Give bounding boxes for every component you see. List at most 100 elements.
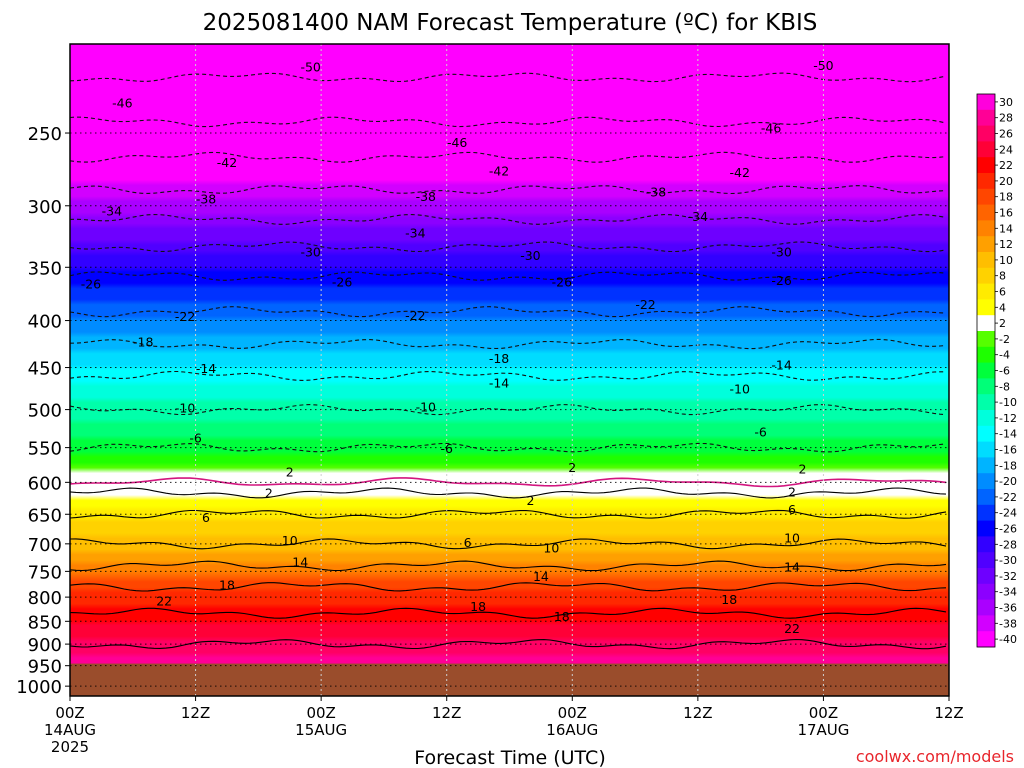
contour-label: -6 bbox=[189, 431, 202, 446]
colorbar-label: -18 bbox=[999, 459, 1017, 472]
colorbar-swatch bbox=[977, 204, 995, 221]
pressure-axis: 2503003504004505005506006507007508008509… bbox=[16, 124, 70, 698]
chart-title: 2025081400 NAM Forecast Temperature (ºC)… bbox=[203, 10, 818, 36]
colorbar: 30 28 26 24 22 20 18 16 14 12 10 8 6 4 2 -2 -4 -6 -8 -10 -12… bbox=[976, 93, 1017, 648]
colorbar-label: -34 bbox=[999, 586, 1017, 599]
colorbar-swatch bbox=[977, 520, 995, 537]
colorbar-label: 24 bbox=[999, 143, 1013, 156]
colorbar-label: -4 bbox=[999, 349, 1010, 362]
contour-label: -22 bbox=[635, 297, 655, 312]
colorbar-label: 4 bbox=[999, 301, 1006, 314]
colorbar-label: -22 bbox=[999, 491, 1017, 504]
colorbar-label: 16 bbox=[999, 207, 1013, 220]
freezing-line bbox=[70, 477, 947, 488]
contour-label: -26 bbox=[332, 274, 352, 289]
contour-labels: -50 -50 -46 -46 -46 -42 -42 -42 -38 -38 -38 -34 -34 -… bbox=[81, 58, 834, 636]
colorbar-swatch bbox=[977, 394, 995, 411]
pressure-tick-label: 700 bbox=[28, 535, 62, 556]
colorbar-swatch bbox=[977, 188, 995, 205]
contour-label: -30 bbox=[771, 245, 791, 260]
contour-label: -10 bbox=[416, 400, 436, 415]
isotherm-2 bbox=[70, 487, 947, 499]
colorbar-swatch bbox=[977, 457, 995, 474]
contour-label: -14 bbox=[489, 376, 509, 391]
contour-label: 10 bbox=[543, 540, 559, 555]
colorbar-swatch bbox=[977, 94, 995, 111]
contour-label: -18 bbox=[133, 334, 153, 349]
colorbar-label: 10 bbox=[999, 254, 1013, 267]
isotherm-18 bbox=[70, 582, 947, 592]
colorbar-label: -14 bbox=[999, 428, 1017, 441]
colorbar-label: -10 bbox=[999, 396, 1017, 409]
colorbar-swatch bbox=[977, 615, 995, 632]
credit-text: coolwx.com/models bbox=[856, 747, 1014, 766]
colorbar-swatch bbox=[977, 141, 995, 158]
contour-label: -22 bbox=[405, 308, 425, 323]
colorbar-swatch bbox=[977, 583, 995, 600]
contour-label: -10 bbox=[175, 400, 195, 415]
contour-label: -46 bbox=[761, 121, 781, 136]
contour-label: -38 bbox=[646, 185, 666, 200]
pressure-tick-label: 350 bbox=[28, 258, 62, 279]
colorbar-label: -12 bbox=[999, 412, 1017, 425]
contour-label: -38 bbox=[416, 189, 436, 204]
colorbar-label: -28 bbox=[999, 538, 1017, 551]
colorbar-label: -2 bbox=[999, 333, 1010, 346]
colorbar-swatch bbox=[977, 236, 995, 253]
contour-label: -50 bbox=[300, 60, 320, 75]
time-gridlines bbox=[195, 44, 824, 696]
colorbar-label: 12 bbox=[999, 238, 1013, 251]
colorbar-swatch bbox=[977, 552, 995, 569]
colorbar-label: -30 bbox=[999, 554, 1017, 567]
contour-label: -6 bbox=[754, 425, 767, 440]
contour-label: -26 bbox=[81, 277, 101, 292]
colorbar-label: -6 bbox=[999, 365, 1010, 378]
colorbar-swatch bbox=[977, 536, 995, 553]
colorbar-swatch bbox=[977, 441, 995, 458]
plot-frame bbox=[69, 43, 950, 697]
contour-label: -6 bbox=[440, 441, 453, 456]
pressure-tick-label: 550 bbox=[28, 439, 62, 460]
colorbar-swatch bbox=[977, 220, 995, 237]
colorbar-swatch bbox=[977, 109, 995, 126]
pressure-tick-label: 400 bbox=[28, 312, 62, 333]
colorbar-label: 6 bbox=[999, 286, 1006, 299]
colorbar-label: 8 bbox=[999, 270, 1006, 283]
colorbar-swatch bbox=[977, 425, 995, 442]
contour-label: -22 bbox=[175, 309, 195, 324]
colorbar-swatch bbox=[977, 346, 995, 363]
isotherm-26 bbox=[70, 638, 947, 650]
time-tick-label: 14AUG bbox=[44, 721, 96, 739]
colorbar-swatch bbox=[977, 631, 995, 648]
contour-label: 2 bbox=[286, 465, 294, 480]
contour-label: 14 bbox=[784, 560, 800, 575]
colorbar-swatch bbox=[977, 252, 995, 269]
contour-label: 18 bbox=[219, 577, 235, 592]
colorbar-swatch bbox=[977, 299, 995, 316]
colorbar-label: -38 bbox=[999, 617, 1017, 630]
colorbar-swatch bbox=[977, 331, 995, 348]
contour-label: -34 bbox=[102, 204, 122, 219]
contour-label: 6 bbox=[788, 502, 796, 517]
colorbar-label: 20 bbox=[999, 175, 1013, 188]
contour-label: 14 bbox=[292, 555, 308, 570]
pressure-tick-label: 250 bbox=[28, 124, 62, 145]
isotherm--22 bbox=[70, 306, 947, 318]
colorbar-swatch bbox=[977, 157, 995, 174]
colorbar-swatch bbox=[977, 473, 995, 490]
isotherm--26 bbox=[70, 271, 947, 281]
contour-label: -42 bbox=[489, 164, 509, 179]
time-tick-label: 00Z bbox=[558, 704, 587, 722]
contour-label: -46 bbox=[112, 96, 132, 111]
contour-label: -42 bbox=[730, 165, 750, 180]
contour-label: 10 bbox=[784, 531, 800, 546]
contour-label: 22 bbox=[784, 621, 800, 636]
colorbar-swatch bbox=[977, 568, 995, 585]
contour-label: -42 bbox=[217, 155, 237, 170]
time-tick-label: 00Z bbox=[809, 704, 838, 722]
contour-label: -26 bbox=[552, 274, 572, 289]
contour-label: 18 bbox=[721, 592, 737, 607]
colorbar-label: 18 bbox=[999, 191, 1013, 204]
